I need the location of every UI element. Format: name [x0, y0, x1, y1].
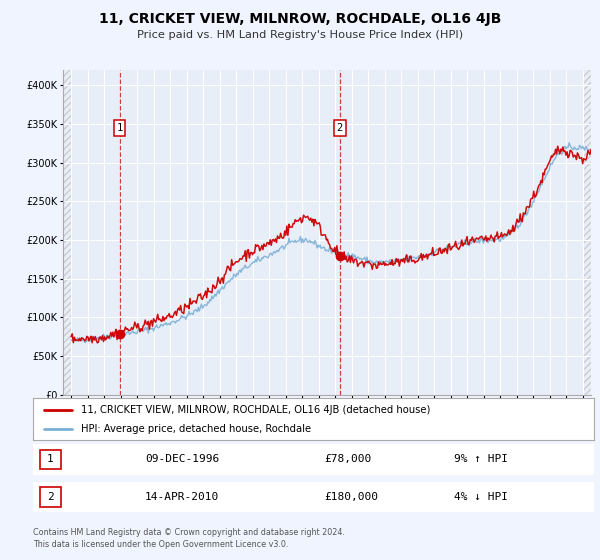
Text: 14-APR-2010: 14-APR-2010 [145, 492, 220, 502]
Text: 4% ↓ HPI: 4% ↓ HPI [454, 492, 508, 502]
FancyBboxPatch shape [40, 487, 61, 507]
Bar [583, 70, 591, 395]
Text: 2: 2 [47, 492, 54, 502]
Text: 11, CRICKET VIEW, MILNROW, ROCHDALE, OL16 4JB (detached house): 11, CRICKET VIEW, MILNROW, ROCHDALE, OL1… [80, 405, 430, 415]
Text: HPI: Average price, detached house, Rochdale: HPI: Average price, detached house, Roch… [80, 424, 311, 434]
FancyBboxPatch shape [40, 450, 61, 469]
Text: 1: 1 [116, 123, 123, 133]
Text: £78,000: £78,000 [325, 455, 372, 464]
Text: This data is licensed under the Open Government Licence v3.0.: This data is licensed under the Open Gov… [33, 540, 289, 549]
Text: 2: 2 [337, 123, 343, 133]
Text: Price paid vs. HM Land Registry's House Price Index (HPI): Price paid vs. HM Land Registry's House … [137, 30, 463, 40]
Text: 9% ↑ HPI: 9% ↑ HPI [454, 455, 508, 464]
Bar [63, 70, 71, 395]
Text: £180,000: £180,000 [325, 492, 379, 502]
Text: 1: 1 [47, 455, 54, 464]
Text: 09-DEC-1996: 09-DEC-1996 [145, 455, 220, 464]
Text: Contains HM Land Registry data © Crown copyright and database right 2024.: Contains HM Land Registry data © Crown c… [33, 528, 345, 536]
Text: 11, CRICKET VIEW, MILNROW, ROCHDALE, OL16 4JB: 11, CRICKET VIEW, MILNROW, ROCHDALE, OL1… [99, 12, 501, 26]
